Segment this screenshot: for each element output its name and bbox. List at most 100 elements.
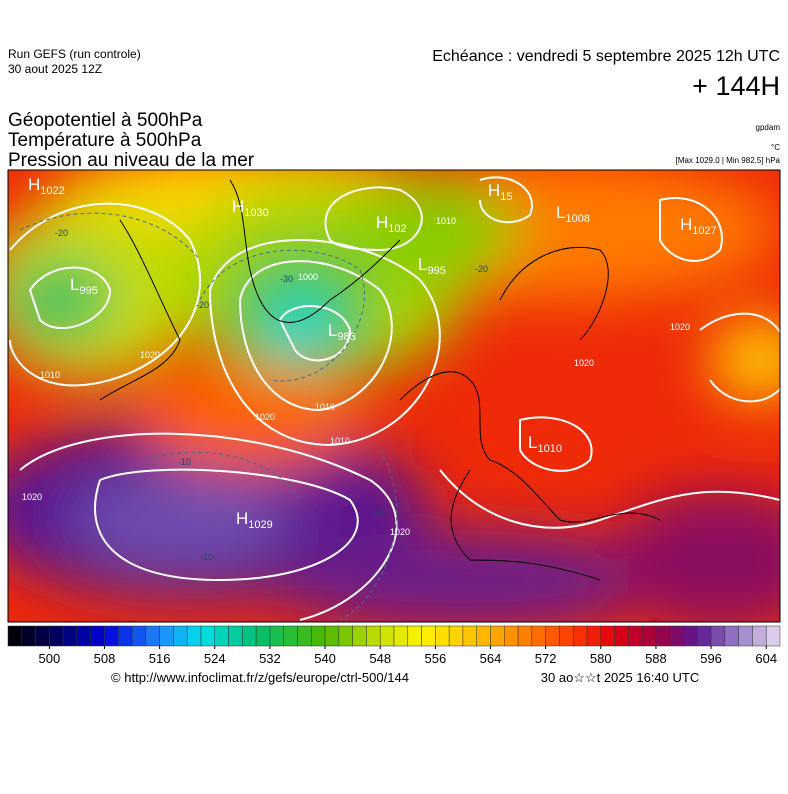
pressure-center: L1008	[556, 203, 590, 225]
color-swatch	[21, 625, 36, 647]
pressure-center: H102	[376, 213, 407, 235]
color-swatch	[586, 625, 602, 647]
isotherm-label: -10	[178, 457, 191, 467]
color-swatch	[559, 625, 574, 647]
map-frame	[7, 169, 781, 623]
map: H1022 H1030 H102 H15 L1008 H1027 L995 L9…	[8, 170, 780, 622]
colorbar-tick-label: 572	[535, 651, 557, 666]
color-swatch	[600, 625, 615, 647]
unit: [Max 1029.0 | Min 982.5] hPa	[676, 156, 781, 165]
field: Température à 500hPa	[8, 130, 202, 151]
color-swatch	[228, 625, 243, 647]
colorbar-tick-label: 508	[94, 651, 116, 666]
colorbar-tick-label: 556	[425, 651, 447, 666]
colorbar-tick-label: 524	[204, 651, 226, 666]
unit: gpdam	[756, 123, 781, 132]
color-swatch	[462, 625, 477, 647]
color-swatch	[531, 625, 546, 647]
pressure-center: H1030	[232, 197, 269, 219]
pressure-center: L983	[328, 321, 356, 343]
colorbar-tick-label: 588	[645, 651, 667, 666]
isotherm-label: -20	[475, 264, 488, 274]
isobar-label: 1010	[315, 402, 335, 412]
color-swatch	[669, 625, 684, 647]
color-swatch	[572, 625, 588, 647]
isobar-label: 1000	[298, 272, 318, 282]
color-swatch	[628, 625, 643, 647]
color-swatch	[724, 625, 739, 647]
color-swatch	[76, 625, 91, 647]
valid-time: Echéance : vendredi 5 septembre 2025 12h…	[432, 48, 780, 65]
color-swatch	[269, 625, 284, 647]
color-swatch	[614, 625, 629, 647]
colorbar-tick-label: 596	[700, 651, 722, 666]
colorbar-tick-label: 500	[39, 651, 61, 666]
isobar-label: 1020	[670, 322, 690, 332]
color-swatch	[311, 625, 326, 647]
isotherm-label: -30	[280, 274, 293, 284]
color-swatch	[118, 625, 133, 647]
isobars	[9, 176, 780, 621]
color-swatch	[545, 625, 560, 647]
isobar-label: 1020	[22, 492, 42, 502]
color-swatch	[186, 625, 202, 647]
color-swatch	[655, 625, 670, 647]
pressure-center: L995	[418, 255, 446, 277]
color-swatch	[476, 625, 491, 647]
temperature-field	[8, 170, 780, 622]
color-swatch	[435, 625, 450, 647]
isobar-label: 1010	[436, 216, 456, 226]
colorbar-tick-label: 580	[590, 651, 612, 666]
color-swatch	[366, 625, 381, 647]
generated: 30 ao☆☆t 2025 16:40 UTC	[541, 670, 699, 685]
color-swatch	[683, 625, 698, 647]
color-swatch	[765, 625, 781, 647]
color-swatch	[407, 625, 422, 647]
color-swatch	[352, 625, 367, 647]
colorbar-tick-label: 532	[259, 651, 281, 666]
colorbar-tick-label: 548	[369, 651, 391, 666]
color-swatch	[421, 625, 436, 647]
isotherm-label: -10	[374, 507, 387, 517]
colorbar-tick-label: 516	[149, 651, 171, 666]
pressure-center: H15	[488, 181, 513, 203]
color-swatch	[159, 625, 174, 647]
color-swatch	[104, 625, 119, 647]
field: Géopotentiel à 500hPa	[8, 110, 203, 131]
colorbar: 500 508 516 524 532 540 548 556 564 572 580 588 596 6…	[7, 625, 781, 666]
color-swatch	[62, 625, 78, 647]
color-swatch	[490, 625, 505, 647]
isotherm-label: -20	[196, 300, 209, 310]
color-swatch	[7, 625, 23, 647]
color-swatch	[517, 625, 533, 647]
pressure-center: L1010	[528, 433, 562, 455]
color-swatch	[255, 625, 271, 647]
color-swatch	[200, 625, 216, 647]
lead-time: + 144H	[692, 71, 780, 101]
colorbar-tick-label: 540	[314, 651, 336, 666]
pressure-center: H1022	[28, 175, 65, 197]
pressure-center: L995	[70, 275, 98, 297]
unit: °C	[771, 143, 780, 152]
color-swatch	[90, 625, 105, 647]
isotherm-label: -20	[55, 228, 68, 238]
run-date: 30 aout 2025 12Z	[8, 62, 102, 76]
isobar-label: 1020	[390, 527, 410, 537]
color-swatch	[145, 625, 160, 647]
color-swatch	[173, 625, 188, 647]
color-swatch	[214, 625, 229, 647]
isotherms	[19, 212, 397, 621]
isobar-label: 1010	[40, 370, 60, 380]
color-swatch	[131, 625, 147, 647]
source: © http://www.infoclimat.fr/z/gefs/europe…	[111, 670, 409, 685]
colorbar-tick-label: 604	[755, 651, 777, 666]
pressure-center: H1029	[236, 509, 273, 531]
color-swatch	[393, 625, 409, 647]
color-swatch	[697, 625, 712, 647]
color-swatch	[710, 625, 726, 647]
color-swatch	[338, 625, 353, 647]
color-swatch	[504, 625, 519, 647]
field: Pression au niveau de la mer	[8, 150, 255, 171]
isobar-label: 1020	[140, 350, 160, 360]
